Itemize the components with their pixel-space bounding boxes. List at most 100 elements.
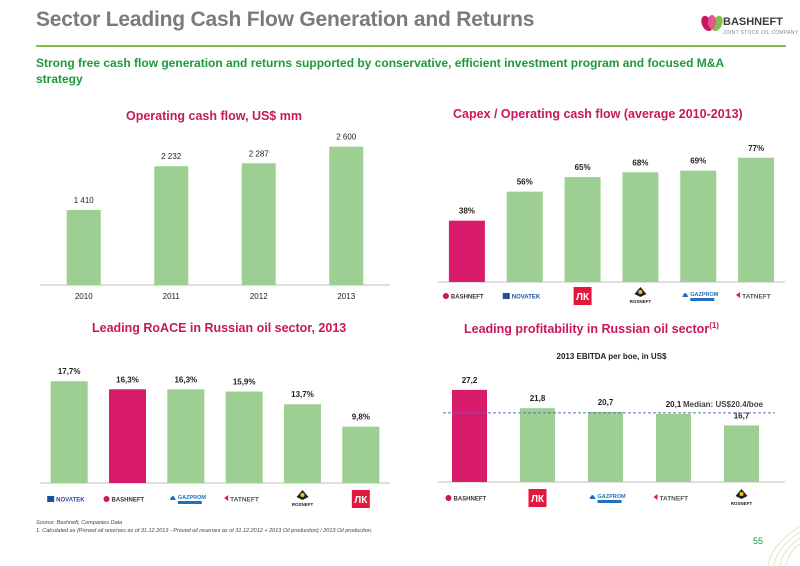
svg-text:BASHNEFT: BASHNEFT <box>454 497 487 503</box>
svg-text:ЛК: ЛК <box>576 292 590 303</box>
profit-data-label-tatneft: 20,1 <box>666 400 682 409</box>
svg-text:GAZPROM: GAZPROM <box>178 495 207 501</box>
capex-data-label-lukoil: 65% <box>575 163 591 172</box>
logo-subtext: JOINT STOCK OIL COMPANY <box>723 30 799 36</box>
page-subtitle: Strong free cash flow generation and ret… <box>36 56 724 86</box>
profit-bar-rosneft <box>724 425 759 482</box>
capex-data-label-tatneft: 77% <box>748 144 764 153</box>
tatneft-arrow-icon <box>224 495 229 501</box>
logo-lukoil: ЛК <box>573 287 592 305</box>
logo-rosneft: ROSNEFT <box>630 287 651 304</box>
ocf-data-label-2013: 2 600 <box>336 133 357 142</box>
ocf-chart-title: Operating cash flow, US$ mm <box>126 109 302 123</box>
lukoil-emblem-icon <box>351 490 370 508</box>
profit-bar-tatneft <box>656 413 691 482</box>
roace-bar-bashneft <box>109 389 146 483</box>
roace-chart: 17,7% NOVATEK 16,3% BASHNEFT 16,3% GAZPROM 15,… <box>40 367 390 508</box>
svg-text:TATNEFT: TATNEFT <box>742 294 771 301</box>
bashneft-flower-icon <box>701 15 723 32</box>
page-number: 55 <box>753 536 764 546</box>
profit-subtitle: 2013 EBITDA per boe, in US$ <box>557 352 668 361</box>
logo-bashneft: BASHNEFT <box>103 496 145 504</box>
roace-bar-gazprom-neft <box>167 389 205 483</box>
page-title: Sector Leading Cash Flow Generation and … <box>36 8 535 31</box>
logo-rosneft: ROSNEFT <box>731 489 753 506</box>
source-note: Source: Bashneft, Companies Data <box>36 520 123 526</box>
svg-text:ROSNEFT: ROSNEFT <box>731 501 753 506</box>
logo-lukoil: ЛК <box>351 490 370 508</box>
ocf-bar-2011 <box>154 166 189 285</box>
capex-data-label-bashneft: 38% <box>459 207 475 216</box>
roace-data-label-rosneft: 13,7% <box>291 390 314 399</box>
roace-bar-novatek <box>50 381 88 483</box>
logo-wordmark: BASHNEFT <box>723 16 783 28</box>
profit-bar-bashneft <box>452 389 487 482</box>
capex-bar-bashneft <box>448 220 485 282</box>
bashneft-logo <box>701 15 723 32</box>
svg-text:ЛК: ЛК <box>531 494 545 505</box>
profit-data-label-gazprom-neft: 20,7 <box>598 398 614 407</box>
capex-chart: 38% BASHNEFT 56% NOVATEK 65% ЛК 68% ROSNEFT 69% G… <box>438 144 785 305</box>
footnote-1: 1. Calculated as (Proved oil reserves as… <box>36 528 373 534</box>
svg-text:ROSNEFT: ROSNEFT <box>292 502 314 507</box>
svg-text:BASHNEFT: BASHNEFT <box>451 295 484 301</box>
ocf-tick-label-2013: 2013 <box>337 292 355 301</box>
tatneft-arrow-icon <box>653 494 658 500</box>
corner-decoration <box>767 526 800 566</box>
capex-bar-gazprom-neft <box>680 170 717 282</box>
lukoil-emblem-icon <box>573 287 592 305</box>
capex-bar-tatneft <box>738 157 775 282</box>
header-divider <box>36 45 786 47</box>
logo-tatneft: TATNEFT <box>224 495 259 504</box>
gazprom-flame-icon <box>589 495 596 499</box>
ocf-tick-label-2012: 2012 <box>250 292 268 301</box>
tatneft-arrow-icon <box>736 292 741 298</box>
logo-rosneft: ROSNEFT <box>292 490 314 507</box>
capex-data-label-gazprom-neft: 69% <box>690 157 706 166</box>
ocf-bar-2013 <box>329 146 364 285</box>
ocf-data-label-2012: 2 287 <box>249 149 270 158</box>
ocf-tick-label-2011: 2011 <box>163 292 181 301</box>
logo-bashneft: BASHNEFT <box>442 293 484 301</box>
svg-text:NOVATEK: NOVATEK <box>512 295 541 301</box>
svg-text:GAZPROM: GAZPROM <box>598 494 627 500</box>
profit-chart: 2013 EBITDA per boe, in US$ 27,2 BASHNEFT 2… <box>438 352 785 507</box>
capex-bar-lukoil <box>564 177 601 282</box>
roace-data-label-gazprom-neft: 16,3% <box>174 375 197 384</box>
ocf-bar-2012 <box>241 163 276 285</box>
logo-gazprom-neft: GAZPROM <box>169 495 207 504</box>
roace-data-label-lukoil: 9,8% <box>352 413 370 422</box>
roace-bar-lukoil <box>342 426 380 483</box>
svg-text:BASHNEFT: BASHNEFT <box>112 498 145 504</box>
roace-bar-tatneft <box>225 391 263 483</box>
ocf-chart: 1 410 2010 2 232 2011 2 287 2012 2 600 2013 <box>40 133 390 301</box>
profit-chart-title-text: Leading profitability in Russian oil sec… <box>464 322 710 337</box>
roace-data-label-novatek: 17,7% <box>58 367 81 376</box>
capex-data-label-rosneft: 68% <box>632 158 648 167</box>
profit-data-label-bashneft: 27,2 <box>462 376 478 385</box>
logo-bashneft: BASHNEFT <box>445 495 487 503</box>
ocf-data-label-2011: 2 232 <box>161 152 182 161</box>
profit-data-label-rosneft: 16,7 <box>734 411 750 420</box>
profit-chart-title-footnote-mark: (1) <box>709 321 719 330</box>
svg-text:GAZPROM: GAZPROM <box>690 292 719 298</box>
capex-bar-rosneft <box>622 172 659 282</box>
profit-bar-gazprom-neft <box>588 411 623 482</box>
logo-tatneft: TATNEFT <box>736 292 771 301</box>
profit-data-label-lukoil: 21,8 <box>530 394 546 403</box>
roace-data-label-bashneft: 16,3% <box>116 375 139 384</box>
svg-text:NOVATEK: NOVATEK <box>56 498 85 504</box>
lukoil-emblem-icon <box>528 489 547 507</box>
profit-chart-title: Leading profitability in Russian oil sec… <box>464 321 719 336</box>
logo-gazprom-neft: GAZPROM <box>589 494 627 503</box>
svg-text:ЛК: ЛК <box>354 495 368 506</box>
roace-data-label-tatneft: 15,9% <box>233 378 256 387</box>
roace-bar-rosneft <box>284 404 321 483</box>
capex-data-label-novatek: 56% <box>517 178 533 187</box>
logo-gazprom-neft: GAZPROM <box>682 292 719 301</box>
roace-chart-title: Leading RoACE in Russian oil sector, 201… <box>92 321 347 335</box>
profit-median-label: Median: US$20.4/boe <box>683 400 764 409</box>
logo-lukoil: ЛК <box>528 489 547 507</box>
logo-novatek: NOVATEK <box>47 496 85 504</box>
